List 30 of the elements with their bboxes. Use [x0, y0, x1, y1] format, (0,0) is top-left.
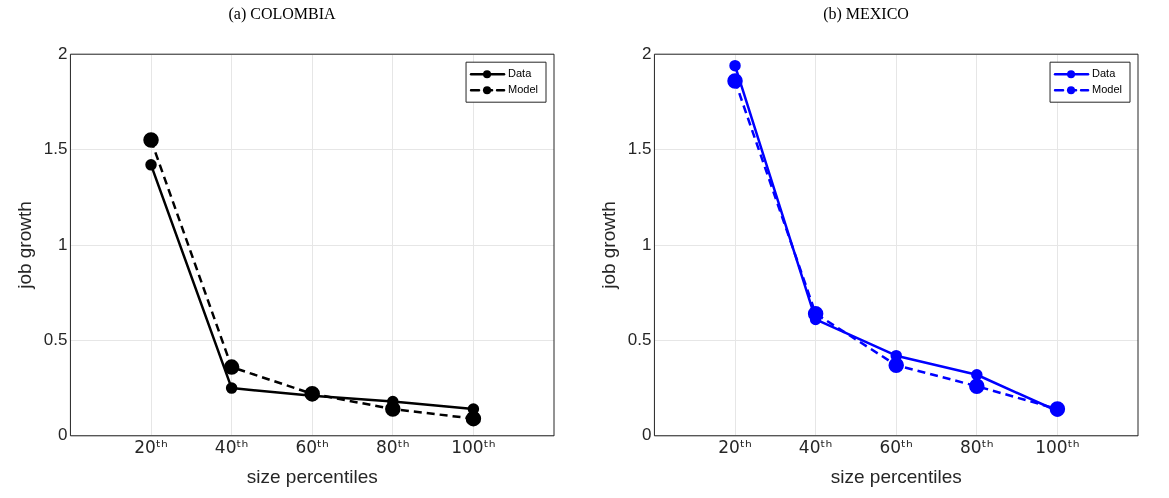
- x-tick-label: 60ᵗʰ: [295, 437, 329, 458]
- y-tick-label: 1: [57, 234, 68, 254]
- y-tick-label: 0: [641, 425, 652, 445]
- x-tick-label: 20ᵗʰ: [718, 437, 752, 458]
- x-tick-label: 80ᵗʰ: [376, 437, 410, 458]
- x-tick-label: 40ᵗʰ: [214, 437, 249, 458]
- y-tick-label: 0: [57, 425, 68, 445]
- chart-title: (b) MEXICO: [823, 4, 909, 23]
- x-tick-label: 80ᵗʰ: [960, 437, 994, 458]
- x-tick-label: 40ᵗʰ: [798, 437, 833, 458]
- x-tick-label: 100ᵗʰ: [1035, 437, 1080, 458]
- x-tick-label: 20ᵗʰ: [134, 437, 168, 458]
- y-tick-label: 2: [57, 43, 68, 63]
- x-axis-title: size percentiles: [246, 465, 378, 487]
- y-tick-label: 1: [641, 234, 652, 254]
- legend-label: Model: [508, 83, 539, 96]
- x-tick-label: 100ᵗʰ: [451, 437, 496, 458]
- y-tick-label: 2: [641, 43, 652, 63]
- y-tick-label: 1.5: [43, 139, 68, 159]
- legend-label: Data: [508, 67, 533, 80]
- legend-label: Data: [1092, 67, 1117, 80]
- legend-label: Model: [1092, 83, 1123, 96]
- y-tick-label: 0.5: [627, 330, 652, 350]
- y-axis-title: job growth: [597, 201, 619, 290]
- x-tick-label: 60ᵗʰ: [879, 437, 913, 458]
- chart-title: (a) COLOMBIA: [228, 4, 336, 23]
- y-tick-label: 0.5: [43, 330, 68, 350]
- y-tick-label: 1.5: [627, 139, 652, 159]
- x-axis-title: size percentiles: [830, 465, 962, 487]
- y-axis-title: job growth: [13, 201, 35, 290]
